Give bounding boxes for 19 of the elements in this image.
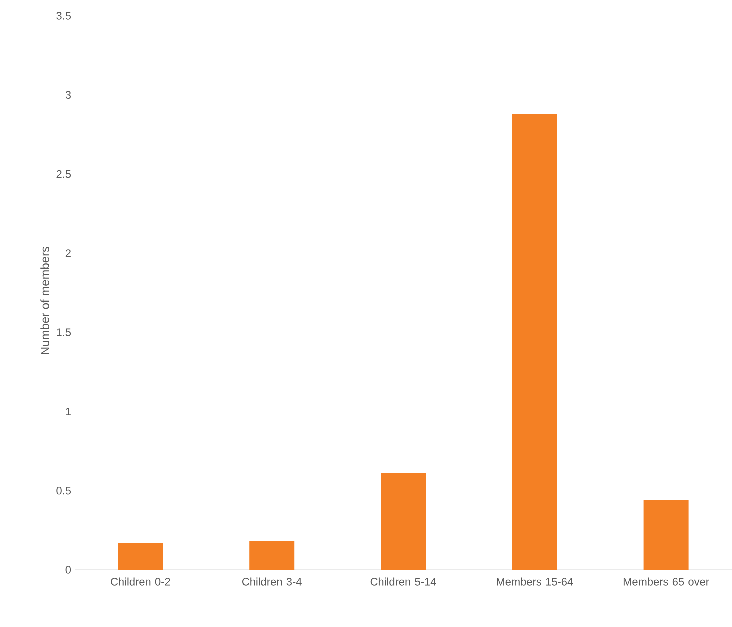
- bar: [381, 473, 426, 570]
- x-tick-label: Children 3-4: [242, 578, 302, 586]
- x-tick-label: Members 15-64: [497, 578, 574, 586]
- y-axis-title: Number of members: [40, 246, 50, 354]
- x-tick-label: Children 5-14: [370, 578, 436, 586]
- y-tick-label: 2: [66, 250, 71, 258]
- y-tick-label: 2.5: [56, 170, 72, 178]
- y-tick-label: 1.5: [57, 328, 72, 336]
- y-tick-label: 0.5: [56, 486, 72, 495]
- bar: [644, 500, 689, 570]
- bar: [118, 543, 164, 570]
- y-tick-label: 0: [66, 566, 72, 574]
- y-tick-label: 3.5: [56, 12, 72, 20]
- y-tick-label: 3: [66, 91, 71, 100]
- y-tick-label: 1: [66, 408, 71, 416]
- x-tick-label: Children 0-2: [111, 578, 170, 586]
- x-tick-label: Members 65 over: [624, 578, 710, 586]
- bar: [250, 542, 295, 570]
- bar: [512, 114, 558, 570]
